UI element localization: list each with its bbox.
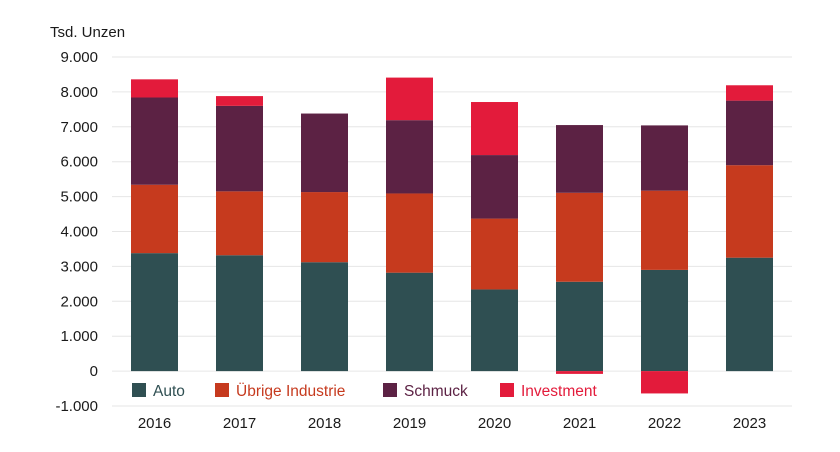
bar-segment (556, 125, 603, 193)
legend: Auto Übrige Industrie Schmuck Investment (132, 382, 598, 400)
bar-segment (131, 79, 178, 98)
x-tick-label: 2020 (478, 415, 511, 432)
bar-segment (471, 218, 518, 290)
bars (131, 77, 773, 394)
bar-segment (131, 97, 178, 185)
legend-swatch (215, 383, 229, 397)
x-tick-label: 2018 (308, 415, 341, 432)
bar-segment (471, 289, 518, 372)
y-tick-label: 0 (90, 363, 98, 380)
y-tick-label: 4.000 (60, 224, 98, 241)
legend-item: Übrige Industrie (215, 382, 345, 400)
bar-segment (386, 120, 433, 194)
legend-swatch (383, 383, 397, 397)
legend-swatch (132, 383, 146, 397)
y-tick-label: 1.000 (60, 328, 98, 345)
y-tick-label: 5.000 (60, 189, 98, 206)
legend-label: Auto (153, 383, 185, 400)
y-tick-label: 8.000 (60, 84, 98, 101)
y-axis-ticks: 9.000 8.000 7.000 6.000 5.000 4.000 3.000 2.000… (55, 49, 98, 415)
bar-segment (131, 253, 178, 372)
x-axis-ticks: 2016 2017 2018 2019 2020 2021 2022 2023 (138, 415, 766, 432)
bar-segment (726, 100, 773, 166)
bar-segment (641, 125, 688, 191)
bar-segment (556, 281, 603, 372)
x-tick-label: 2021 (563, 415, 596, 432)
y-tick-label: 6.000 (60, 154, 98, 171)
bar-segment (386, 272, 433, 372)
y-tick-label: 2.000 (60, 293, 98, 310)
bar-segment (301, 262, 348, 372)
bar-segment (726, 165, 773, 258)
x-tick-label: 2023 (733, 415, 766, 432)
bar-segment (216, 96, 263, 106)
bar-segment (216, 255, 263, 372)
bar-segment (726, 257, 773, 372)
x-tick-label: 2016 (138, 415, 171, 432)
bar-segment (216, 191, 263, 256)
bar-segment (386, 77, 433, 121)
bar-segment (131, 184, 178, 254)
x-tick-label: 2022 (648, 415, 681, 432)
legend-label: Investment (521, 383, 598, 400)
y-unit-label: Tsd. Unzen (50, 24, 125, 41)
bar-segment (471, 102, 518, 156)
bar-segment (556, 371, 603, 374)
x-tick-label: 2019 (393, 415, 426, 432)
bar-segment (726, 85, 773, 101)
legend-item: Auto (132, 383, 185, 400)
gridlines (112, 56, 792, 407)
x-tick-label: 2017 (223, 415, 256, 432)
bar-segment (641, 190, 688, 270)
y-tick-label: 7.000 (60, 119, 98, 136)
bar-segment (216, 105, 263, 192)
y-tick-label: 9.000 (60, 49, 98, 66)
legend-swatch (500, 383, 514, 397)
y-tick-label: 3.000 (60, 258, 98, 275)
bar-segment (556, 192, 603, 282)
legend-item: Schmuck (383, 383, 468, 400)
bar-segment (641, 269, 688, 372)
bar-segment (301, 113, 348, 193)
bar-segment (471, 155, 518, 219)
y-tick-label: -1.000 (55, 398, 98, 415)
bar-segment (386, 193, 433, 273)
legend-label: Übrige Industrie (236, 382, 345, 400)
bar-segment (301, 192, 348, 263)
legend-item: Investment (500, 383, 598, 400)
bar-segment (641, 371, 688, 394)
legend-label: Schmuck (404, 383, 468, 400)
